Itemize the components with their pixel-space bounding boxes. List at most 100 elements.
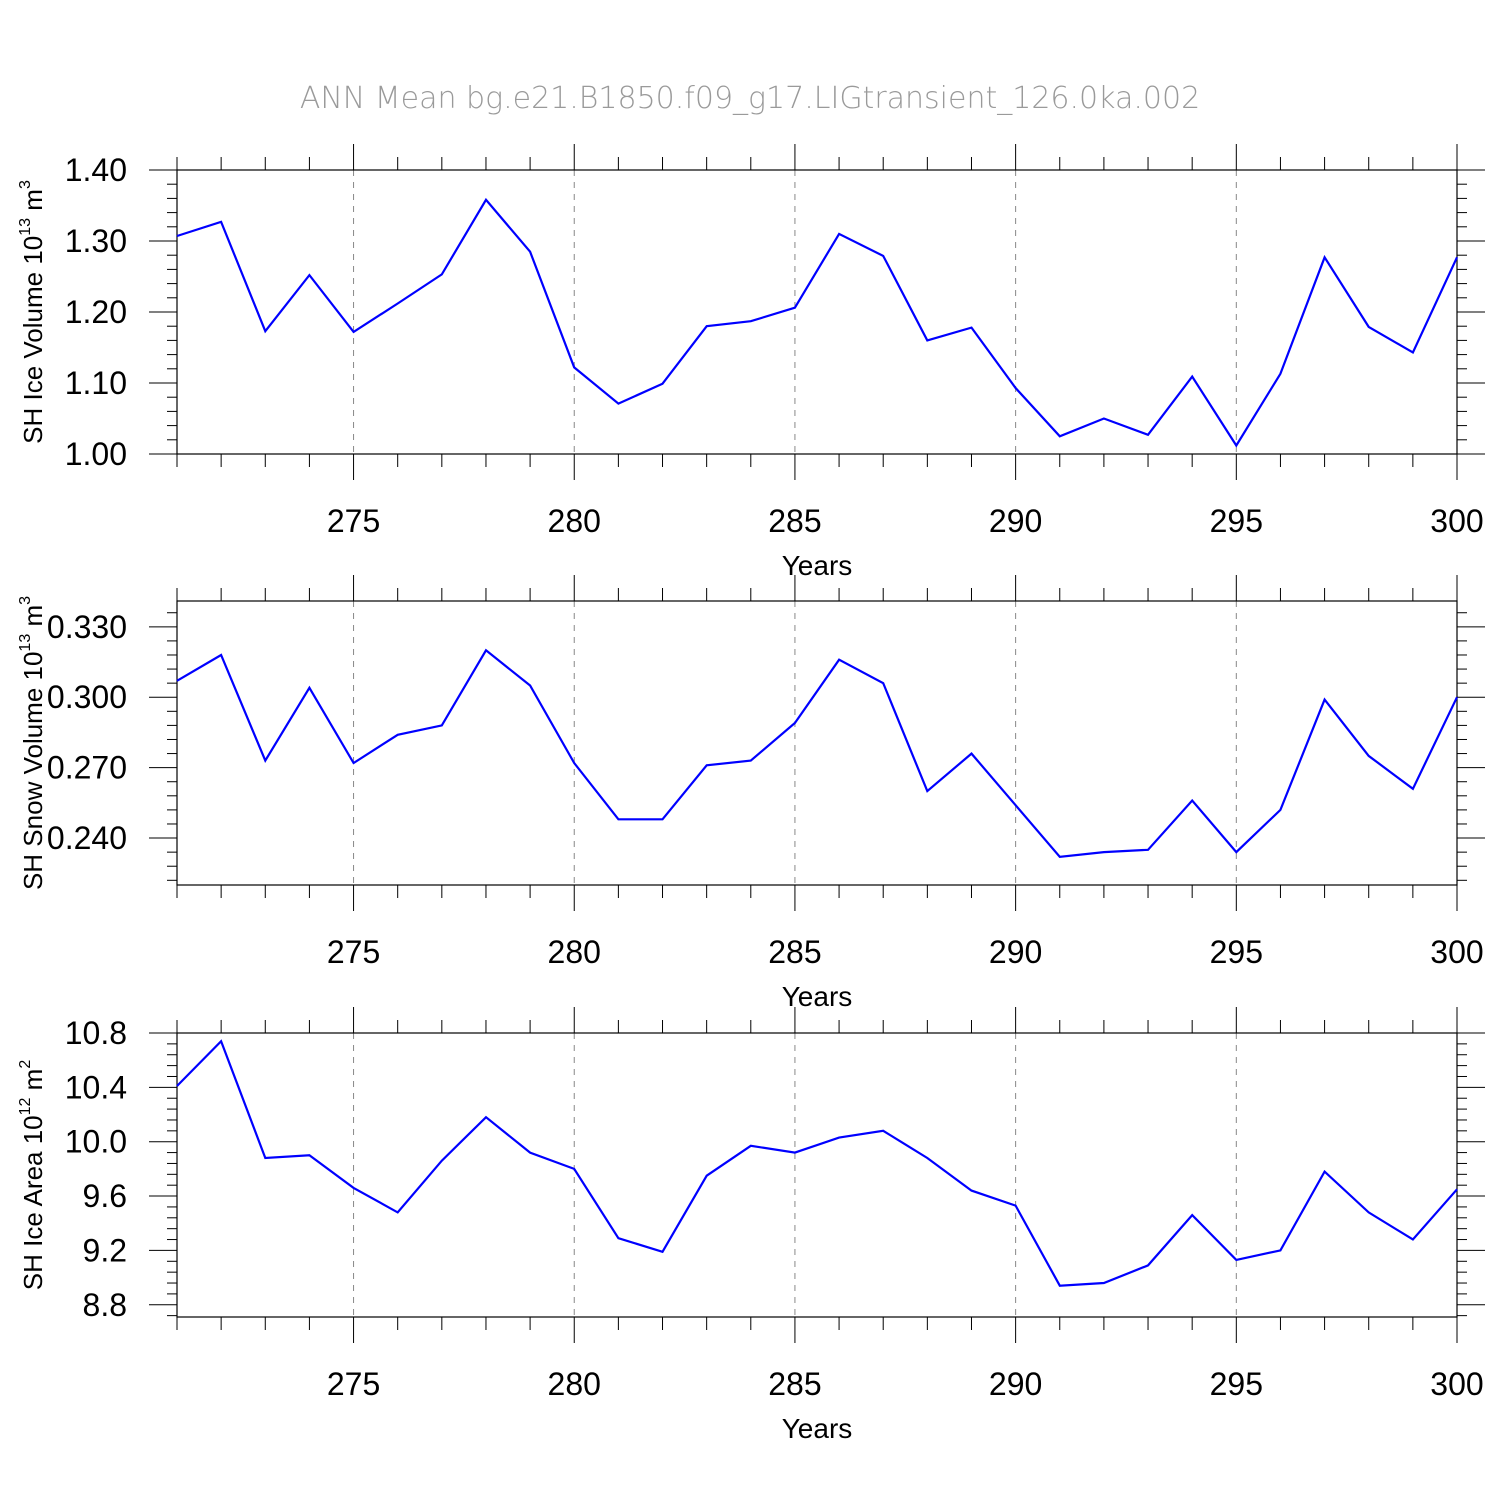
data-point [1147, 433, 1150, 436]
data-point [882, 254, 885, 257]
x-tick-label: 290 [989, 503, 1042, 539]
data-point [970, 752, 973, 755]
data-point [1102, 1282, 1105, 1285]
data-point [617, 402, 620, 405]
x-tick-label: 275 [327, 1366, 380, 1402]
data-point [1323, 698, 1326, 701]
plot-frame [176, 1032, 1458, 1318]
data-point [573, 1167, 576, 1170]
data-point [926, 1157, 929, 1160]
y-tick-label: 1.20 [65, 294, 127, 330]
data-point [220, 1040, 223, 1043]
data-point [1058, 435, 1061, 438]
data-point [838, 232, 841, 235]
x-tick-label: 300 [1430, 503, 1483, 539]
data-point [970, 326, 973, 329]
data-point [1191, 1214, 1194, 1217]
chart-panel-2: 275 280 285 290 295 300 Years 0.240 0.270 0.300 0.… [17, 575, 1485, 1012]
data-point [970, 1189, 973, 1192]
data-point [1147, 848, 1150, 851]
data-point [484, 649, 487, 652]
x-axis-label: Years [782, 550, 853, 581]
x-axis-label: Years [782, 981, 853, 1012]
y-tick-label: 9.2 [83, 1232, 127, 1268]
data-point [352, 761, 355, 764]
y-tick-label: 10.4 [65, 1069, 127, 1105]
data-point [264, 330, 267, 333]
data-point [264, 1157, 267, 1160]
data-point [396, 1211, 399, 1214]
data-point [1235, 1258, 1238, 1261]
data-point [308, 686, 311, 689]
x-tick-label: 285 [768, 503, 821, 539]
data-point [793, 722, 796, 725]
y-tick-label: 0.270 [47, 750, 127, 786]
y-tick-label: 0.240 [47, 820, 127, 856]
data-point [1014, 386, 1017, 389]
data-point [661, 818, 664, 821]
data-point [1323, 1170, 1326, 1173]
data-point [1411, 1238, 1414, 1241]
data-point [1014, 804, 1017, 807]
y-tick-label: 1.00 [65, 436, 127, 472]
data-point [1102, 851, 1105, 854]
data-point [1367, 1211, 1370, 1214]
y-tick-label: 1.40 [65, 152, 127, 188]
data-point [308, 1154, 311, 1157]
x-tick-label: 275 [327, 503, 380, 539]
data-point [705, 325, 708, 328]
data-point [1235, 444, 1238, 447]
data-point [1367, 325, 1370, 328]
data-point [1191, 799, 1194, 802]
x-tick-label: 300 [1430, 934, 1483, 970]
data-point [352, 1186, 355, 1189]
data-point [882, 682, 885, 685]
x-axis-label: Years [782, 1413, 853, 1444]
x-tick-label: 290 [989, 934, 1042, 970]
series-line [176, 1039, 1458, 1287]
data-point [1058, 1284, 1061, 1287]
x-tick-label: 280 [548, 934, 601, 970]
data-point [308, 274, 311, 277]
data-point [352, 330, 355, 333]
x-tick-label: 295 [1210, 503, 1263, 539]
data-point [882, 1129, 885, 1132]
data-point [573, 366, 576, 369]
data-point [1279, 372, 1282, 375]
data-point [1235, 851, 1238, 854]
data-point [705, 1174, 708, 1177]
chart-panel-1: 275 280 285 290 295 300 Years 1.00 1.10 1.20 1.30 1… [17, 144, 1485, 581]
data-point [484, 1116, 487, 1119]
y-tick-label: 1.10 [65, 365, 127, 401]
data-point [1147, 1264, 1150, 1267]
plot-frame [176, 169, 1458, 455]
data-point [661, 382, 664, 385]
data-point [176, 1084, 179, 1087]
data-point [1279, 1249, 1282, 1252]
plot-frame [176, 600, 1458, 886]
y-axis-label: SH Ice Area 1012 m2 [17, 1060, 48, 1291]
data-point [1367, 754, 1370, 757]
y-tick-label: 0.300 [47, 679, 127, 715]
x-tick-label: 280 [548, 503, 601, 539]
y-tick-label: 10.0 [65, 1124, 127, 1160]
data-point [749, 320, 752, 323]
y-tick-label: 8.8 [83, 1287, 127, 1323]
data-point [529, 1151, 532, 1154]
chart-panel-3: 275 280 285 290 295 300 Years 8.8 9.2 9.6 10.0 10.4… [17, 1007, 1485, 1444]
data-point [573, 761, 576, 764]
data-point [1456, 696, 1459, 699]
data-point [749, 1144, 752, 1147]
data-point [1456, 256, 1459, 259]
data-point [396, 733, 399, 736]
y-tick-label: 1.30 [65, 223, 127, 259]
data-point [440, 273, 443, 276]
y-tick-label: 9.6 [83, 1178, 127, 1214]
x-tick-label: 285 [768, 1366, 821, 1402]
data-point [1456, 1188, 1459, 1191]
data-point [396, 302, 399, 305]
data-point [1323, 256, 1326, 259]
x-tick-label: 295 [1210, 1366, 1263, 1402]
data-point [617, 818, 620, 821]
data-point [749, 759, 752, 762]
